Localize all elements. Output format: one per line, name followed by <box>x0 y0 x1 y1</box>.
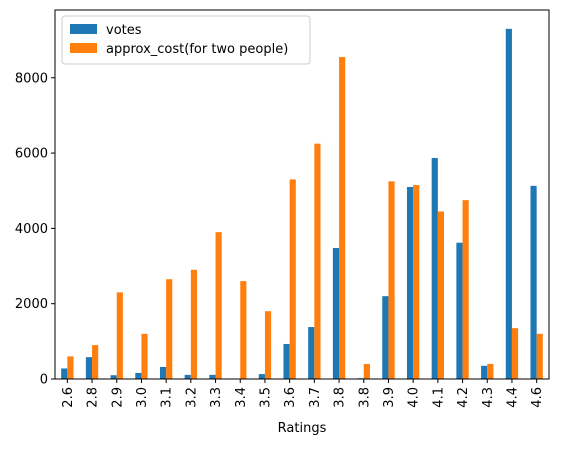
x-tick-label-4: 3.1 <box>160 387 175 408</box>
x-axis: 2.6 2.8 2.9 3.0 3.1 3.2 3.3 3.4 3.5 3.6 3.7 3.8 3.8 3… <box>61 379 545 408</box>
bar-approx-cost-0 <box>67 356 74 379</box>
legend-label-0: votes <box>106 23 142 38</box>
legend-label-1: approx_cost(for two people) <box>106 42 288 57</box>
bar-approx-cost-19 <box>536 333 543 379</box>
x-tick-label-15: 4.1 <box>431 387 446 408</box>
y-tick-label-0: 0 <box>40 373 48 388</box>
legend: votes approx_cost(for two people) <box>61 15 311 65</box>
y-axis: 0 2000 4000 6000 8000 <box>15 71 55 388</box>
x-tick-label-7: 3.4 <box>234 387 249 408</box>
x-tick-label-9: 3.6 <box>283 387 298 408</box>
bars-group <box>61 28 543 380</box>
bar-approx-cost-8 <box>264 311 272 379</box>
bar-votes-9 <box>283 343 290 379</box>
plot-frame <box>54 9 550 380</box>
bar-votes-16 <box>456 242 463 379</box>
x-tick-label-18: 4.4 <box>505 387 520 408</box>
x-tick-label-14: 4.0 <box>407 387 422 408</box>
bar-votes-19 <box>530 185 537 379</box>
bar-approx-cost-16 <box>462 200 469 379</box>
bar-votes-6 <box>209 374 216 379</box>
bar-approx-cost-10 <box>314 143 321 379</box>
bar-approx-cost-12 <box>363 363 370 379</box>
bar-approx-cost-14 <box>413 185 420 379</box>
bar-votes-15 <box>431 157 438 379</box>
x-tick-label-11: 3.8 <box>333 387 348 408</box>
bar-votes-8 <box>258 374 265 379</box>
legend-box <box>61 15 311 65</box>
x-tick-label-10: 3.7 <box>308 387 323 408</box>
x-tick-label-12: 3.8 <box>357 387 372 408</box>
x-tick-label-0: 2.6 <box>61 387 76 408</box>
legend-swatch-1 <box>70 43 97 53</box>
bar-votes-2 <box>110 375 117 379</box>
bar-votes-4 <box>159 366 167 379</box>
bar-approx-cost-9 <box>289 179 296 379</box>
bar-votes-17 <box>481 365 488 379</box>
bar-approx-cost-3 <box>141 333 148 379</box>
x-tick-label-3: 3.0 <box>135 387 150 408</box>
x-tick-label-13: 3.9 <box>382 387 397 408</box>
x-tick-label-19: 4.6 <box>530 387 545 408</box>
bar-approx-cost-5 <box>190 269 198 379</box>
y-tick-label-3: 6000 <box>15 147 48 162</box>
bar-approx-cost-13 <box>388 181 395 379</box>
bar-votes-13 <box>382 296 389 379</box>
y-tick-label-4: 8000 <box>15 71 48 86</box>
bar-approx-cost-11 <box>339 57 346 379</box>
x-tick-label-6: 3.3 <box>209 387 224 408</box>
bar-approx-cost-1 <box>92 345 99 379</box>
x-tick-label-2: 2.9 <box>110 387 125 408</box>
bar-approx-cost-4 <box>166 279 173 379</box>
x-axis-label: Ratings <box>278 421 327 436</box>
bar-approx-cost-18 <box>511 328 519 379</box>
x-tick-label-8: 3.5 <box>258 387 273 408</box>
bar-votes-5 <box>184 374 191 379</box>
bar-approx-cost-6 <box>215 232 222 379</box>
bar-votes-11 <box>332 247 340 379</box>
bar-approx-cost-15 <box>437 211 445 379</box>
bar-votes-3 <box>135 372 142 379</box>
bar-approx-cost-2 <box>116 292 123 379</box>
legend-swatch-0 <box>70 24 97 34</box>
y-tick-label-2: 4000 <box>15 222 48 237</box>
bar-approx-cost-17 <box>487 363 494 379</box>
bar-votes-1 <box>85 357 93 379</box>
x-tick-label-5: 3.2 <box>184 387 199 408</box>
y-tick-label-1: 2000 <box>15 297 48 312</box>
bar-approx-cost-7 <box>240 281 247 379</box>
bar-votes-0 <box>61 368 68 379</box>
bar-votes-14 <box>406 186 414 379</box>
bar-votes-18 <box>505 28 512 380</box>
x-tick-label-16: 4.2 <box>456 387 471 408</box>
bar-votes-10 <box>308 327 315 379</box>
x-tick-label-1: 2.8 <box>86 387 101 408</box>
x-tick-label-17: 4.3 <box>481 387 496 408</box>
